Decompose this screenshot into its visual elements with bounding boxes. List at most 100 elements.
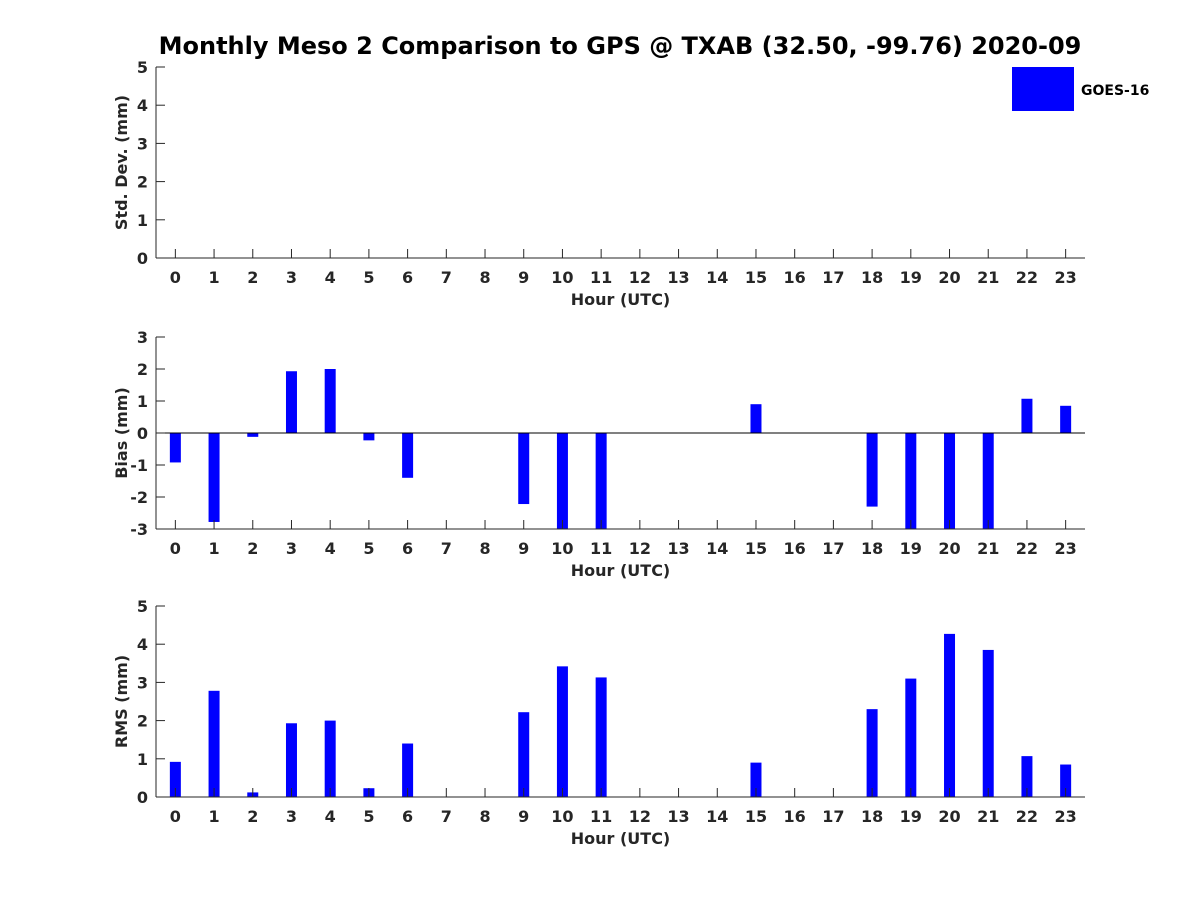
chart-title: Monthly Meso 2 Comparison to GPS @ TXAB …	[159, 32, 1082, 60]
rms-xtick-label: 4	[325, 807, 336, 826]
rms-ytick-label: 2	[137, 712, 148, 731]
legend-label: GOES-16	[1081, 83, 1149, 99]
bias-ytick-label: 0	[137, 424, 148, 443]
bias-xtick-label: 18	[861, 539, 883, 558]
std-dev-xtick-label: 10	[551, 268, 573, 287]
rms-xtick-label: 21	[977, 807, 999, 826]
rms-xtick-label: 18	[861, 807, 883, 826]
bias-ylabel: Bias (mm)	[112, 387, 131, 479]
bias-xtick-label: 9	[518, 539, 529, 558]
std-dev-xtick-label: 5	[363, 268, 374, 287]
bias-xtick-label: 20	[938, 539, 960, 558]
std-dev-xtick-label: 12	[629, 268, 651, 287]
std-dev-xtick-label: 19	[900, 268, 922, 287]
bias-bar-18	[866, 433, 878, 507]
bias-bar-4	[324, 369, 336, 433]
bias-bar-10	[556, 433, 568, 529]
rms-bar-15	[750, 762, 762, 797]
bias-bar-6	[402, 433, 414, 478]
bias-bar-23	[1060, 405, 1072, 433]
std-dev-xtick-label: 20	[938, 268, 960, 287]
std-dev-ytick-label: 0	[137, 249, 148, 268]
bias-bar-21	[982, 433, 994, 529]
bias-xtick-label: 19	[900, 539, 922, 558]
rms-xtick-label: 8	[479, 807, 490, 826]
std-dev-ytick-label: 4	[137, 96, 148, 115]
std-dev-xtick-label: 11	[590, 268, 612, 287]
bias-bar-11	[595, 433, 607, 529]
std-dev-ytick-label: 5	[137, 58, 148, 77]
bias-xtick-label: 15	[745, 539, 767, 558]
std-dev-xtick-label: 18	[861, 268, 883, 287]
rms-xtick-label: 2	[247, 807, 258, 826]
rms-bar-4	[324, 720, 336, 797]
rms-xtick-label: 10	[551, 807, 573, 826]
rms-ytick-label: 4	[137, 635, 148, 654]
std-dev-ylabel: Std. Dev. (mm)	[112, 95, 131, 230]
std-dev-xtick-label: 2	[247, 268, 258, 287]
bias-xtick-label: 0	[170, 539, 181, 558]
rms-bar-9	[518, 712, 530, 797]
bias-bar-0	[169, 433, 181, 463]
bias-xtick-label: 17	[822, 539, 844, 558]
rms-ytick-label: 0	[137, 788, 148, 807]
bias-xtick-label: 23	[1055, 539, 1077, 558]
std-dev-xtick-label: 15	[745, 268, 767, 287]
legend: GOES-16	[1012, 67, 1149, 111]
rms-xtick-label: 0	[170, 807, 181, 826]
bias-ytick-label: -1	[130, 456, 148, 475]
rms-xtick-label: 23	[1055, 807, 1077, 826]
rms-xlabel: Hour (UTC)	[571, 829, 671, 848]
std-dev-xtick-label: 13	[667, 268, 689, 287]
rms-bar-11	[595, 677, 607, 797]
bias-xtick-label: 7	[441, 539, 452, 558]
bias-xtick-label: 11	[590, 539, 612, 558]
rms-xtick-label: 14	[706, 807, 728, 826]
rms-xtick-label: 19	[900, 807, 922, 826]
std-dev-xtick-label: 1	[208, 268, 219, 287]
rms-xtick-label: 20	[938, 807, 960, 826]
rms-xtick-label: 11	[590, 807, 612, 826]
rms-xtick-label: 15	[745, 807, 767, 826]
bias-bar-15	[750, 404, 762, 433]
rms-xtick-label: 12	[629, 807, 651, 826]
bias-xtick-label: 4	[325, 539, 336, 558]
std-dev-xtick-label: 23	[1055, 268, 1077, 287]
std-dev-xtick-label: 17	[822, 268, 844, 287]
rms-bar-6	[402, 743, 414, 797]
bias-bar-1	[208, 433, 220, 522]
bias-bar-22	[1021, 398, 1033, 433]
bias-xlabel: Hour (UTC)	[571, 561, 671, 580]
bias-bar-3	[285, 371, 297, 433]
bias-bars	[169, 369, 1072, 529]
rms-bar-1	[208, 690, 220, 797]
bias-bar-2	[247, 433, 259, 437]
rms-xtick-label: 13	[667, 807, 689, 826]
rms-bar-19	[905, 678, 917, 797]
bias-ytick-label: 2	[137, 360, 148, 379]
rms-xtick-label: 22	[1016, 807, 1038, 826]
bias-xtick-label: 5	[363, 539, 374, 558]
bias-xtick-label: 16	[784, 539, 806, 558]
rms-bar-20	[944, 633, 956, 797]
std-dev-ytick-label: 3	[137, 134, 148, 153]
std-dev-xtick-label: 4	[325, 268, 336, 287]
legend-swatch	[1012, 67, 1074, 111]
bias-xtick-label: 1	[208, 539, 219, 558]
rms-ylabel: RMS (mm)	[112, 655, 131, 748]
rms-bar-23	[1060, 764, 1072, 797]
rms-xtick-label: 7	[441, 807, 452, 826]
rms-bar-0	[169, 761, 181, 797]
rms-ytick-label: 5	[137, 597, 148, 616]
std-dev-xtick-label: 9	[518, 268, 529, 287]
rms-bars	[169, 633, 1072, 797]
bias-bar-5	[363, 433, 375, 441]
bias-xtick-label: 14	[706, 539, 728, 558]
std-dev-ytick-label: 2	[137, 173, 148, 192]
bias-xtick-label: 8	[479, 539, 490, 558]
bias-ytick-label: -2	[130, 488, 148, 507]
rms-xtick-label: 17	[822, 807, 844, 826]
